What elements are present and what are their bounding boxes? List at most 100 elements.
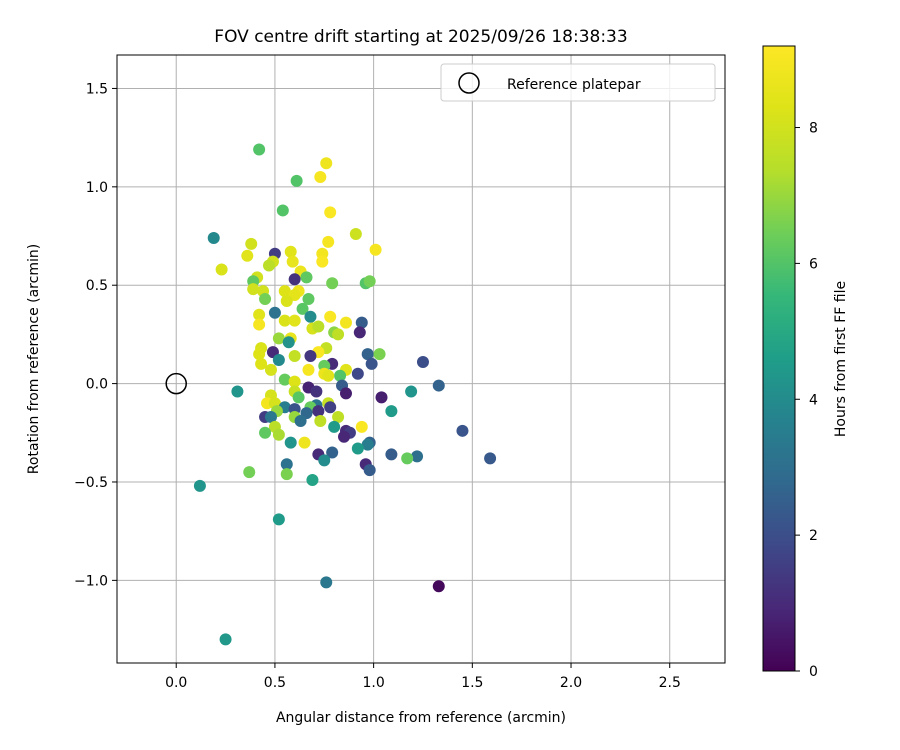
data-points bbox=[193, 143, 497, 646]
data-point bbox=[231, 385, 244, 398]
data-point bbox=[401, 452, 414, 465]
data-point bbox=[302, 292, 315, 305]
x-tick-label: 2.0 bbox=[560, 675, 582, 691]
plot-frame bbox=[116, 54, 726, 664]
data-point bbox=[332, 328, 345, 341]
data-point bbox=[215, 263, 228, 276]
data-point bbox=[361, 348, 374, 361]
colorbar-tick-label: 8 bbox=[809, 121, 818, 137]
y-tick-label: 0.0 bbox=[86, 377, 108, 393]
y-tick-label: 1.0 bbox=[86, 180, 108, 196]
data-point bbox=[456, 424, 469, 437]
data-point bbox=[326, 277, 339, 290]
data-point bbox=[298, 436, 311, 449]
x-tick-label: 1.5 bbox=[461, 675, 483, 691]
y-axis-label: Rotation from reference (arcmin) bbox=[26, 244, 42, 474]
y-tick-label: −1.0 bbox=[74, 573, 108, 589]
data-point bbox=[253, 318, 266, 331]
data-point bbox=[284, 245, 297, 258]
x-tick-label: 2.5 bbox=[659, 675, 681, 691]
data-point bbox=[292, 391, 305, 404]
data-point bbox=[268, 306, 281, 319]
colorbar-tick-label: 2 bbox=[809, 528, 818, 544]
data-point bbox=[280, 294, 293, 307]
y-tick-label: 0.5 bbox=[86, 278, 108, 294]
data-point bbox=[288, 350, 301, 363]
x-axis-ticks: 0.0 0.5 1.0 1.5 2.0 2.5 bbox=[165, 663, 681, 691]
data-point bbox=[324, 310, 337, 323]
legend-box bbox=[440, 63, 716, 102]
data-point bbox=[207, 231, 220, 244]
data-point bbox=[432, 379, 445, 392]
data-point bbox=[288, 314, 301, 327]
data-point bbox=[385, 448, 398, 461]
data-point bbox=[339, 387, 352, 400]
data-point bbox=[259, 292, 272, 305]
data-point bbox=[405, 385, 418, 398]
legend-marker-icon bbox=[458, 72, 480, 94]
data-point bbox=[278, 314, 291, 327]
data-point bbox=[361, 438, 374, 451]
data-point bbox=[351, 367, 364, 380]
data-point bbox=[324, 206, 337, 219]
data-point bbox=[322, 369, 335, 382]
data-point bbox=[365, 357, 378, 370]
colorbar-label: Hours from first FF file bbox=[833, 281, 849, 437]
data-point bbox=[280, 468, 293, 481]
data-point bbox=[304, 310, 317, 323]
data-point bbox=[263, 259, 275, 272]
data-point bbox=[349, 228, 362, 241]
data-point bbox=[255, 357, 268, 370]
colorbar-tick-label: 6 bbox=[809, 256, 818, 272]
data-point bbox=[432, 580, 445, 593]
colorbar-tick-label: 4 bbox=[809, 392, 818, 408]
data-point bbox=[290, 174, 303, 187]
data-point bbox=[314, 170, 327, 183]
data-point bbox=[316, 255, 329, 268]
data-point bbox=[219, 633, 232, 646]
data-point bbox=[272, 513, 285, 526]
data-point bbox=[326, 446, 339, 459]
data-point bbox=[328, 420, 341, 433]
data-point bbox=[353, 326, 366, 339]
legend-label: Reference platepar bbox=[507, 77, 641, 93]
x-tick-label: 0.0 bbox=[165, 675, 187, 691]
reference-platepar-marker bbox=[165, 372, 187, 395]
data-point bbox=[241, 249, 254, 262]
data-point bbox=[322, 235, 335, 248]
data-point bbox=[253, 308, 266, 321]
data-point bbox=[286, 255, 299, 268]
data-point bbox=[272, 332, 285, 345]
data-point bbox=[272, 353, 285, 366]
x-tick-label: 0.5 bbox=[264, 675, 286, 691]
data-point bbox=[264, 411, 277, 424]
data-point bbox=[288, 273, 301, 286]
data-point bbox=[272, 428, 285, 441]
data-point bbox=[320, 576, 333, 589]
data-point bbox=[332, 411, 345, 424]
data-point bbox=[411, 450, 424, 463]
data-point bbox=[278, 285, 291, 298]
data-point bbox=[306, 474, 319, 487]
colorbar-tick-label: 0 bbox=[809, 664, 818, 680]
legend: Reference platepar bbox=[440, 63, 716, 102]
colorbar-gradient bbox=[762, 45, 796, 672]
data-point bbox=[385, 405, 398, 418]
data-point bbox=[363, 464, 376, 477]
data-point bbox=[312, 320, 325, 333]
data-point bbox=[253, 348, 266, 361]
grid-lines bbox=[117, 55, 725, 663]
data-point bbox=[300, 271, 313, 284]
data-point bbox=[278, 373, 291, 386]
data-point bbox=[334, 369, 347, 382]
y-tick-label: −0.5 bbox=[74, 475, 108, 491]
data-point bbox=[324, 401, 337, 414]
y-axis-ticks: −1.0 −0.5 0.0 0.5 1.0 1.5 bbox=[74, 81, 117, 589]
y-tick-label: 1.5 bbox=[86, 81, 108, 97]
colorbar-ticks: 0 2 4 6 8 bbox=[795, 121, 818, 680]
chart-title: FOV centre drift starting at 2025/09/26 … bbox=[214, 27, 627, 47]
data-point bbox=[351, 442, 364, 455]
data-point bbox=[373, 348, 386, 361]
data-point bbox=[253, 143, 266, 156]
